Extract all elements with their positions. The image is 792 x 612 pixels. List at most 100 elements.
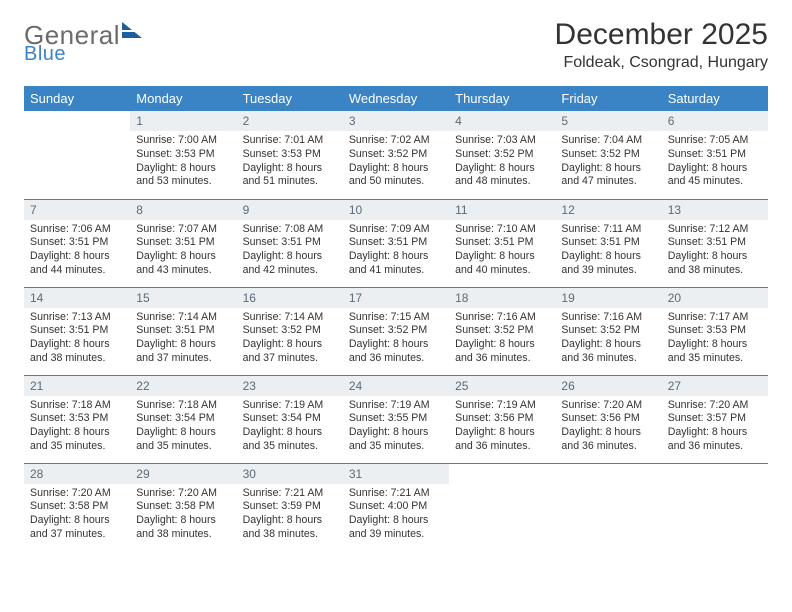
calendar-header-row: Sunday Monday Tuesday Wednesday Thursday… — [24, 86, 768, 111]
weekday-header: Monday — [130, 86, 236, 111]
day-details: Sunrise: 7:06 AMSunset: 3:51 PMDaylight:… — [24, 220, 130, 282]
calendar-cell: 2Sunrise: 7:01 AMSunset: 3:53 PMDaylight… — [237, 111, 343, 199]
calendar-cell: 15Sunrise: 7:14 AMSunset: 3:51 PMDayligh… — [130, 287, 236, 375]
calendar-cell: 25Sunrise: 7:19 AMSunset: 3:56 PMDayligh… — [449, 375, 555, 463]
calendar-cell: 12Sunrise: 7:11 AMSunset: 3:51 PMDayligh… — [555, 199, 661, 287]
calendar-cell: 29Sunrise: 7:20 AMSunset: 3:58 PMDayligh… — [130, 463, 236, 551]
day-number: 9 — [237, 200, 343, 220]
day-number: 15 — [130, 288, 236, 308]
logo-line2: Blue — [24, 44, 66, 65]
day-detail-line: and 36 minutes. — [455, 440, 549, 454]
day-detail-line: Daylight: 8 hours — [561, 250, 655, 264]
day-details: Sunrise: 7:05 AMSunset: 3:51 PMDaylight:… — [662, 131, 768, 193]
day-detail-line: Daylight: 8 hours — [30, 514, 124, 528]
calendar-cell — [555, 463, 661, 551]
day-detail-line: and 40 minutes. — [455, 264, 549, 278]
day-detail-line: Daylight: 8 hours — [349, 338, 443, 352]
day-number: 16 — [237, 288, 343, 308]
day-number: 23 — [237, 376, 343, 396]
day-details: Sunrise: 7:00 AMSunset: 3:53 PMDaylight:… — [130, 131, 236, 193]
calendar-cell: 1Sunrise: 7:00 AMSunset: 3:53 PMDaylight… — [130, 111, 236, 199]
day-detail-line: Sunset: 3:52 PM — [243, 324, 337, 338]
day-details: Sunrise: 7:18 AMSunset: 3:54 PMDaylight:… — [130, 396, 236, 458]
day-detail-line: Sunset: 3:51 PM — [349, 236, 443, 250]
day-number: 4 — [449, 111, 555, 131]
day-detail-line: Daylight: 8 hours — [668, 162, 762, 176]
day-detail-line: Sunrise: 7:02 AM — [349, 134, 443, 148]
day-detail-line: Sunrise: 7:19 AM — [455, 399, 549, 413]
calendar-cell — [24, 111, 130, 199]
day-number: 7 — [24, 200, 130, 220]
day-detail-line: Daylight: 8 hours — [561, 338, 655, 352]
day-detail-line: Daylight: 8 hours — [136, 514, 230, 528]
day-detail-line: Sunrise: 7:01 AM — [243, 134, 337, 148]
day-details: Sunrise: 7:19 AMSunset: 3:54 PMDaylight:… — [237, 396, 343, 458]
day-detail-line: Sunrise: 7:18 AM — [30, 399, 124, 413]
day-detail-line: Sunrise: 7:20 AM — [30, 487, 124, 501]
calendar-cell: 22Sunrise: 7:18 AMSunset: 3:54 PMDayligh… — [130, 375, 236, 463]
day-detail-line: Sunrise: 7:20 AM — [561, 399, 655, 413]
day-detail-line: Sunset: 3:58 PM — [30, 500, 124, 514]
day-detail-line: and 36 minutes. — [561, 440, 655, 454]
day-detail-line: Daylight: 8 hours — [561, 426, 655, 440]
day-number: 12 — [555, 200, 661, 220]
day-details: Sunrise: 7:13 AMSunset: 3:51 PMDaylight:… — [24, 308, 130, 370]
day-detail-line: and 38 minutes. — [243, 528, 337, 542]
day-details: Sunrise: 7:16 AMSunset: 3:52 PMDaylight:… — [555, 308, 661, 370]
day-detail-line: Daylight: 8 hours — [243, 426, 337, 440]
calendar-cell: 3Sunrise: 7:02 AMSunset: 3:52 PMDaylight… — [343, 111, 449, 199]
day-detail-line: Sunrise: 7:19 AM — [349, 399, 443, 413]
day-details: Sunrise: 7:09 AMSunset: 3:51 PMDaylight:… — [343, 220, 449, 282]
day-details: Sunrise: 7:20 AMSunset: 3:58 PMDaylight:… — [130, 484, 236, 546]
day-detail-line: and 38 minutes. — [136, 528, 230, 542]
day-detail-line: Daylight: 8 hours — [668, 426, 762, 440]
day-detail-line: Daylight: 8 hours — [349, 426, 443, 440]
weekday-header: Wednesday — [343, 86, 449, 111]
day-details: Sunrise: 7:21 AMSunset: 3:59 PMDaylight:… — [237, 484, 343, 546]
calendar-cell: 28Sunrise: 7:20 AMSunset: 3:58 PMDayligh… — [24, 463, 130, 551]
day-detail-line: Daylight: 8 hours — [30, 250, 124, 264]
day-detail-line: Sunrise: 7:21 AM — [243, 487, 337, 501]
day-detail-line: Daylight: 8 hours — [136, 338, 230, 352]
day-detail-line: Sunset: 3:52 PM — [349, 324, 443, 338]
calendar-body: 1Sunrise: 7:00 AMSunset: 3:53 PMDaylight… — [24, 111, 768, 551]
day-details: Sunrise: 7:03 AMSunset: 3:52 PMDaylight:… — [449, 131, 555, 193]
day-detail-line: Sunset: 3:51 PM — [561, 236, 655, 250]
day-details: Sunrise: 7:19 AMSunset: 3:55 PMDaylight:… — [343, 396, 449, 458]
calendar-week-row: 14Sunrise: 7:13 AMSunset: 3:51 PMDayligh… — [24, 287, 768, 375]
page: General December 2025 Foldeak, Csongrad,… — [0, 0, 792, 612]
day-details: Sunrise: 7:17 AMSunset: 3:53 PMDaylight:… — [662, 308, 768, 370]
day-number: 13 — [662, 200, 768, 220]
day-detail-line: Daylight: 8 hours — [243, 514, 337, 528]
day-detail-line: Sunset: 3:52 PM — [349, 148, 443, 162]
day-detail-line: Sunrise: 7:13 AM — [30, 311, 124, 325]
day-details: Sunrise: 7:08 AMSunset: 3:51 PMDaylight:… — [237, 220, 343, 282]
day-detail-line: Sunset: 3:51 PM — [668, 236, 762, 250]
day-detail-line: Sunset: 3:53 PM — [30, 412, 124, 426]
calendar-cell: 11Sunrise: 7:10 AMSunset: 3:51 PMDayligh… — [449, 199, 555, 287]
day-detail-line: Sunrise: 7:16 AM — [455, 311, 549, 325]
day-detail-line: Sunrise: 7:08 AM — [243, 223, 337, 237]
day-detail-line: Sunset: 3:56 PM — [561, 412, 655, 426]
day-number: 25 — [449, 376, 555, 396]
calendar-cell: 24Sunrise: 7:19 AMSunset: 3:55 PMDayligh… — [343, 375, 449, 463]
day-detail-line: and 43 minutes. — [136, 264, 230, 278]
day-details: Sunrise: 7:16 AMSunset: 3:52 PMDaylight:… — [449, 308, 555, 370]
day-number: 29 — [130, 464, 236, 484]
header: General December 2025 Foldeak, Csongrad,… — [24, 18, 768, 72]
calendar-cell: 8Sunrise: 7:07 AMSunset: 3:51 PMDaylight… — [130, 199, 236, 287]
calendar-cell: 26Sunrise: 7:20 AMSunset: 3:56 PMDayligh… — [555, 375, 661, 463]
location-subtitle: Foldeak, Csongrad, Hungary — [555, 54, 768, 72]
calendar-cell: 18Sunrise: 7:16 AMSunset: 3:52 PMDayligh… — [449, 287, 555, 375]
day-details: Sunrise: 7:01 AMSunset: 3:53 PMDaylight:… — [237, 131, 343, 193]
day-number: 19 — [555, 288, 661, 308]
day-detail-line: Sunset: 3:53 PM — [243, 148, 337, 162]
calendar-cell: 17Sunrise: 7:15 AMSunset: 3:52 PMDayligh… — [343, 287, 449, 375]
calendar-cell: 7Sunrise: 7:06 AMSunset: 3:51 PMDaylight… — [24, 199, 130, 287]
day-number: 18 — [449, 288, 555, 308]
weekday-header: Sunday — [24, 86, 130, 111]
day-detail-line: Sunrise: 7:15 AM — [349, 311, 443, 325]
calendar-cell: 14Sunrise: 7:13 AMSunset: 3:51 PMDayligh… — [24, 287, 130, 375]
calendar-cell: 9Sunrise: 7:08 AMSunset: 3:51 PMDaylight… — [237, 199, 343, 287]
day-detail-line: Daylight: 8 hours — [455, 426, 549, 440]
